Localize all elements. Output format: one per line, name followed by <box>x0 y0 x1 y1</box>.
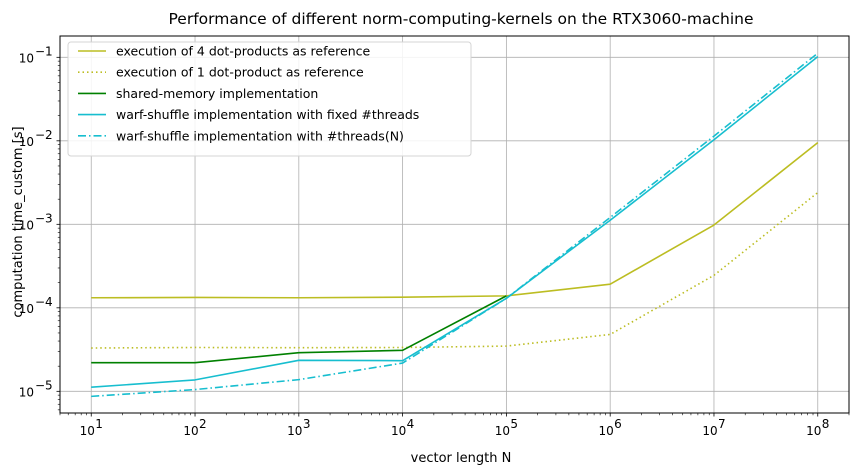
x-tick-label: 10 <box>391 424 406 438</box>
y-tick-exponent: −3 <box>35 211 53 225</box>
x-tick-exponent: 8 <box>822 417 830 431</box>
chart-title: Performance of different norm-computing-… <box>169 10 754 28</box>
legend-entry-label: execution of 4 dot-products as reference <box>116 44 371 59</box>
series-line-1 <box>91 142 819 299</box>
x-tick-exponent: 7 <box>718 417 726 431</box>
legend-entry-label: shared-memory implementation <box>116 86 318 101</box>
y-axis-label: computation time_custom [s] <box>11 126 26 317</box>
y-tick-exponent: −4 <box>35 295 53 309</box>
x-tick-label: 10 <box>495 424 510 438</box>
y-tick-exponent: −5 <box>35 378 53 392</box>
x-tick-label: 10 <box>80 424 95 438</box>
x-tick-label: 10 <box>183 424 198 438</box>
series-layer <box>91 52 819 398</box>
y-tick-label: 10 <box>19 135 34 149</box>
x-tick-exponent: 2 <box>199 417 207 431</box>
series-line-4 <box>91 55 819 389</box>
legend-entry-label: warf-shuffle implementation with #thread… <box>116 128 404 143</box>
x-axis: 10 1 10 2 10 3 10 4 10 5 10 6 10 7 10 8 <box>59 413 850 438</box>
y-tick-label: 10 <box>19 302 34 316</box>
x-tick-exponent: 4 <box>407 417 415 431</box>
y-tick-label: 10 <box>19 385 34 399</box>
x-tick-label: 10 <box>287 424 302 438</box>
y-axis: 10−510−410−310−210−1 <box>19 44 60 411</box>
legend-entry-label: warf-shuffle implementation with fixed #… <box>116 107 419 122</box>
legend-entry-label: execution of 1 dot-product as reference <box>116 65 364 80</box>
x-tick-label: 10 <box>806 424 821 438</box>
legend: execution of 4 dot-products as reference… <box>67 41 472 157</box>
x-tick-exponent: 6 <box>614 417 622 431</box>
y-tick-label: 10 <box>19 218 34 232</box>
x-tick-exponent: 3 <box>303 417 311 431</box>
legend-box <box>67 41 472 157</box>
y-tick-label: 10 <box>19 51 34 65</box>
y-tick-exponent: −2 <box>35 128 53 142</box>
x-tick-label: 10 <box>702 424 717 438</box>
x-tick-exponent: 5 <box>510 417 518 431</box>
series-line-5 <box>91 52 819 398</box>
x-tick-exponent: 1 <box>95 417 103 431</box>
x-axis-label: vector length N <box>411 451 512 466</box>
y-tick-exponent: −1 <box>35 44 53 58</box>
series-line-3 <box>91 295 507 364</box>
x-tick-label: 10 <box>599 424 614 438</box>
